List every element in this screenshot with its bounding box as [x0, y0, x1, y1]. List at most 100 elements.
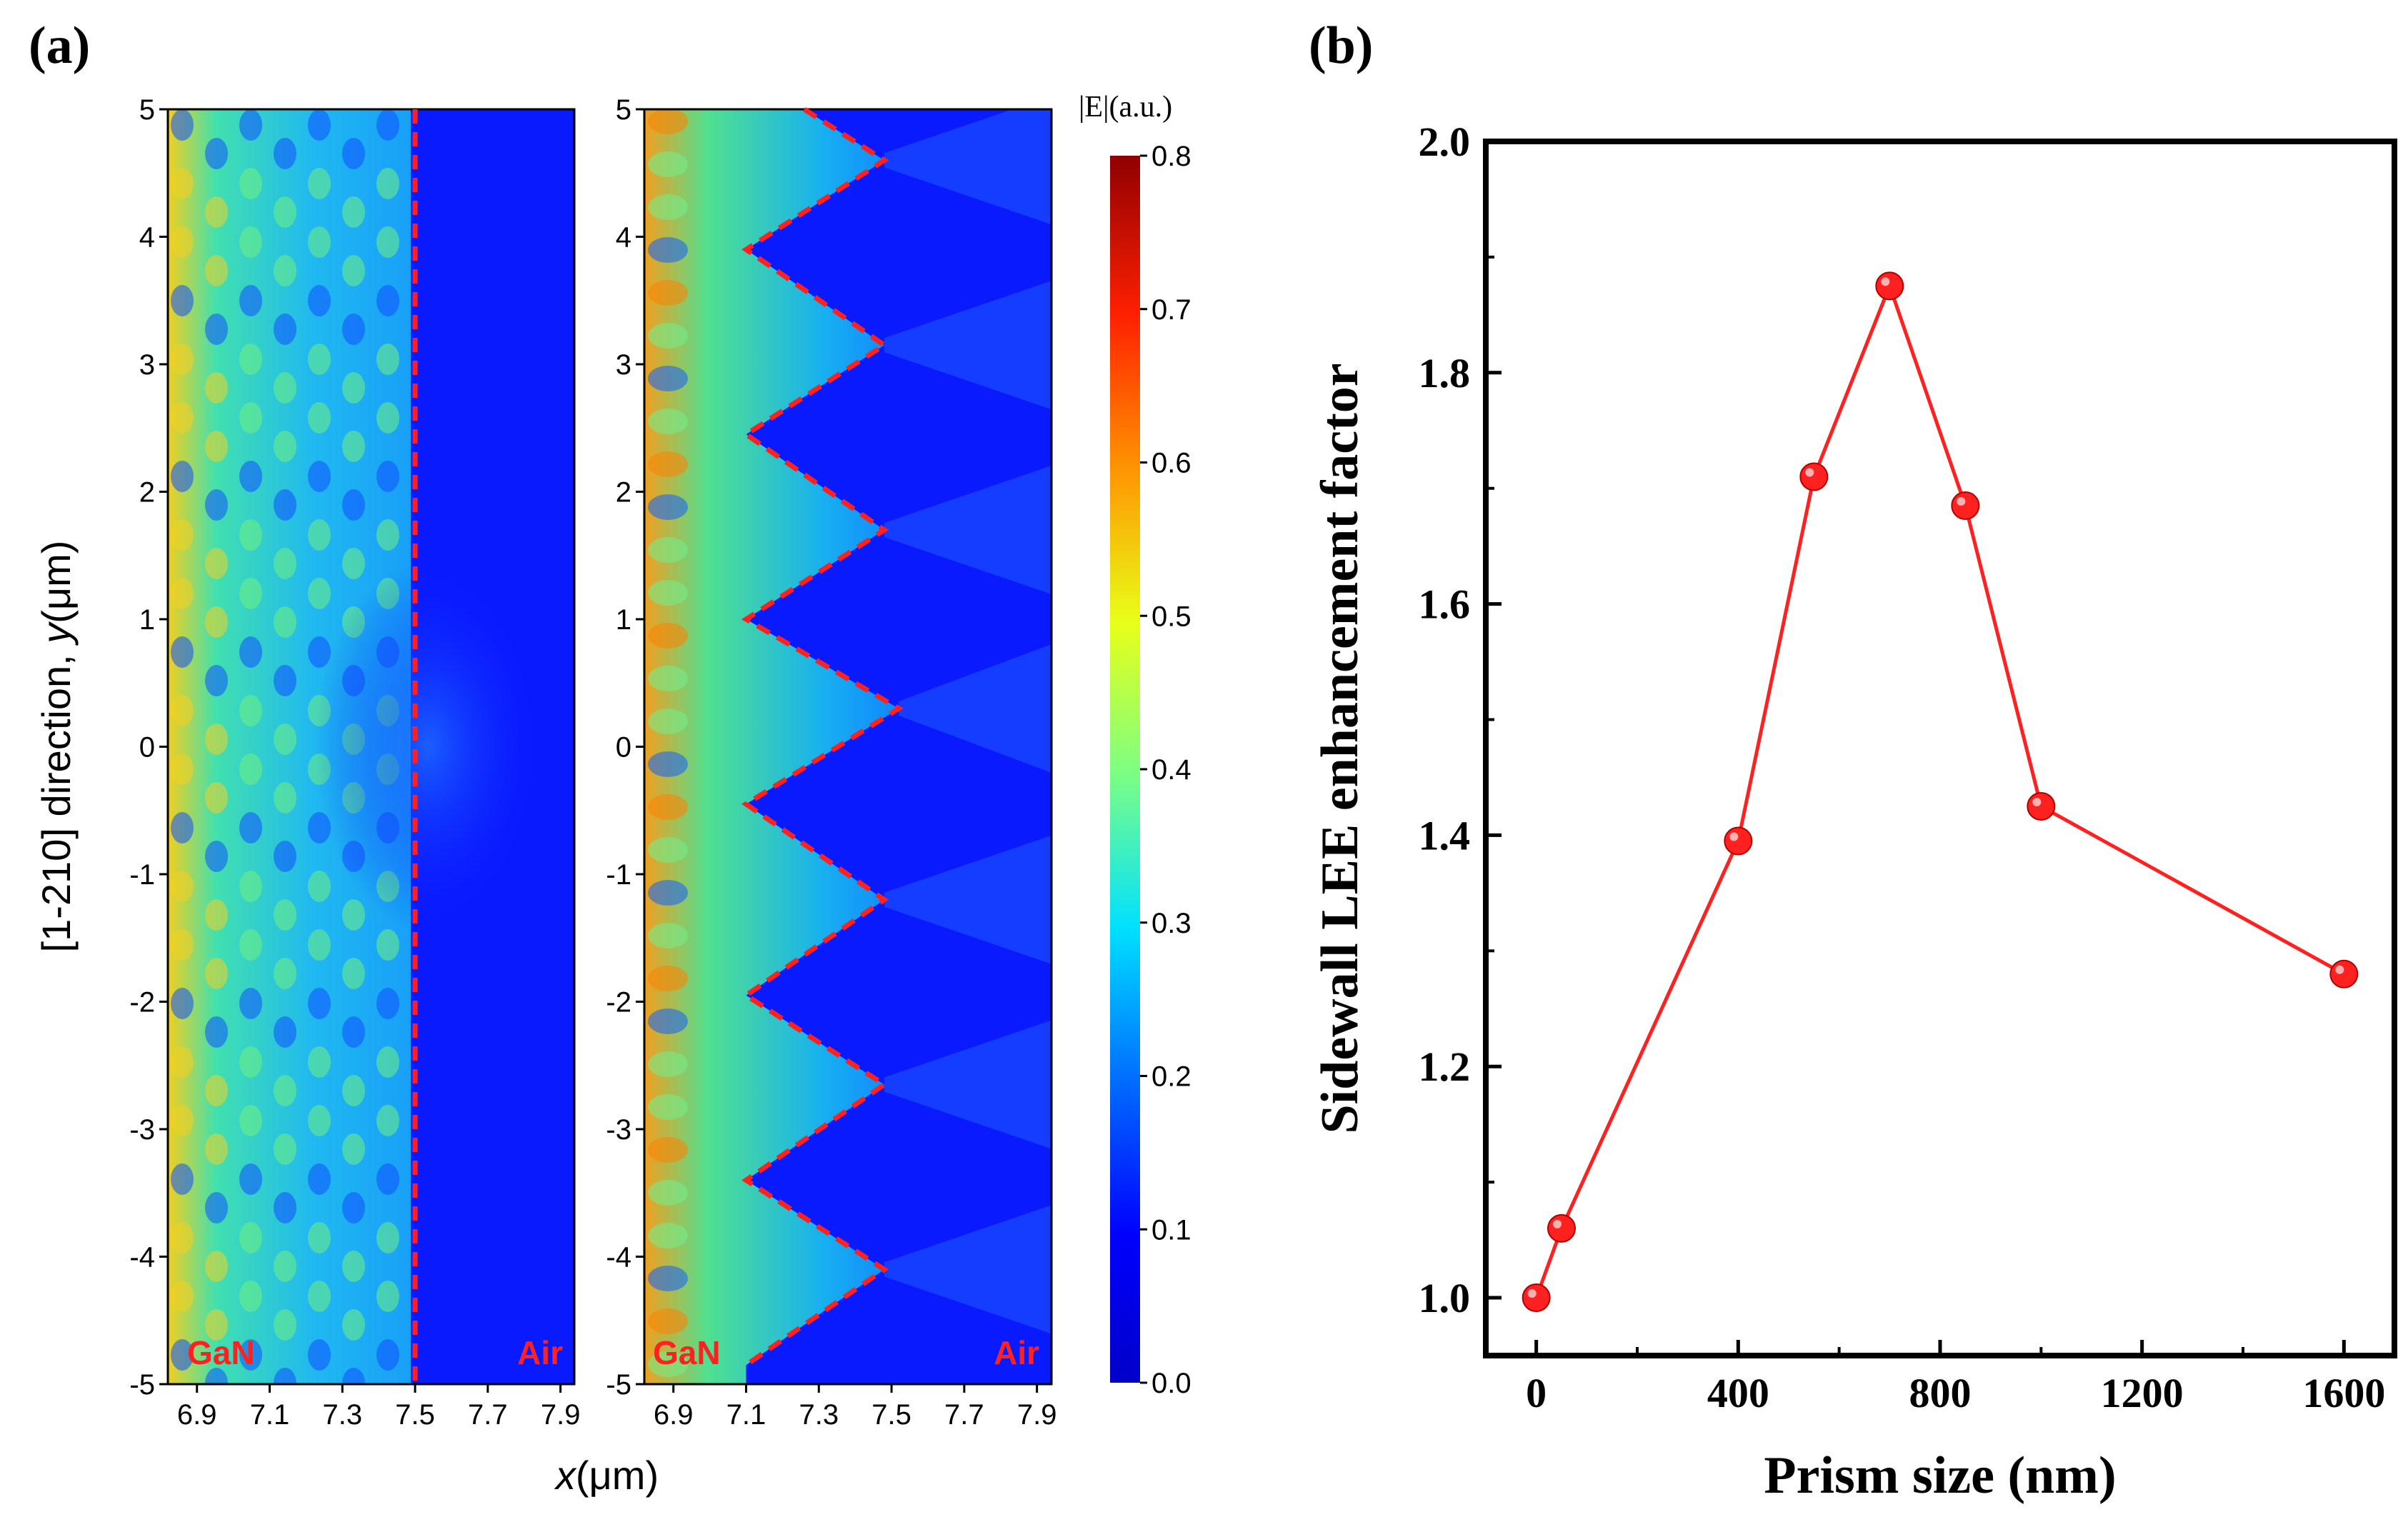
- y-tick-label: 3: [139, 349, 155, 381]
- band-spot: [205, 665, 228, 696]
- band-spot: [274, 724, 296, 755]
- band-spot: [239, 754, 262, 785]
- gan-label-left: GaN: [187, 1334, 255, 1371]
- y-tick-label: 1.4: [1419, 812, 1471, 858]
- y-tick-label: -2: [606, 987, 631, 1018]
- band-spot: [376, 1163, 399, 1195]
- y-tick-label: 1.2: [1419, 1043, 1471, 1090]
- band-spot: [308, 461, 331, 492]
- air-emission-glow: [314, 561, 543, 932]
- data-point-highlight: [1729, 832, 1739, 841]
- band-spot: [376, 519, 399, 551]
- band-spot: [308, 578, 331, 609]
- band-spot: [308, 988, 331, 1019]
- band-spot: [342, 1016, 365, 1048]
- data-point-highlight: [1527, 1289, 1537, 1298]
- band-spot: [648, 966, 688, 991]
- band-spot: [648, 151, 688, 177]
- colorbar: [1110, 156, 1140, 1383]
- band-spot: [376, 285, 399, 316]
- data-point: [2027, 791, 2056, 821]
- band-spot: [239, 226, 262, 258]
- band-spot: [308, 1281, 331, 1312]
- band-spot: [239, 636, 262, 668]
- colorbar-title: |E|(a.u.): [1079, 91, 1172, 124]
- band-spot: [239, 402, 262, 434]
- band-spot: [648, 237, 688, 263]
- data-point: [1724, 826, 1753, 856]
- band-spot: [342, 489, 365, 521]
- y-tick-label: -4: [129, 1242, 155, 1273]
- x-tick-label: 7.5: [395, 1399, 435, 1431]
- band-spot: [205, 548, 228, 579]
- band-spot: [171, 1046, 194, 1078]
- band-spot: [648, 580, 688, 606]
- band-spot: [648, 1008, 688, 1034]
- band-spot: [342, 314, 365, 345]
- y-axis-title: Sidewall LEE enhancement factor: [1311, 363, 1369, 1133]
- y-tick-label: -3: [606, 1114, 631, 1146]
- band-spot: [274, 1192, 296, 1223]
- band-spot: [171, 344, 194, 375]
- band-spot: [205, 138, 228, 169]
- band-spot: [308, 168, 331, 199]
- band-spot: [205, 724, 228, 755]
- colorbar-tick-label: 0.1: [1151, 1214, 1191, 1246]
- band-spot: [274, 548, 296, 579]
- heatmap-flat-sidewall: [168, 109, 574, 1384]
- x-tick-label: 7.1: [726, 1399, 766, 1431]
- band-spot: [171, 168, 194, 199]
- x-tick-label: 7.5: [871, 1399, 911, 1431]
- colorbar-tick-label: 0.4: [1151, 754, 1191, 786]
- band-spot: [648, 1180, 688, 1206]
- colorbar-tick-label: 0.5: [1151, 601, 1191, 632]
- band-spot: [171, 812, 194, 843]
- band-spot: [274, 1133, 296, 1165]
- band-spot: [648, 1223, 688, 1248]
- band-spot: [274, 372, 296, 404]
- data-point: [1951, 491, 1980, 520]
- band-spot: [648, 1051, 688, 1077]
- x-tick-label: 7.7: [944, 1399, 984, 1431]
- y-tick-label: 3: [616, 349, 631, 381]
- band-spot: [239, 344, 262, 375]
- band-spot: [171, 988, 194, 1019]
- band-spot: [205, 899, 228, 931]
- band-spot: [205, 372, 228, 404]
- band-spot: [342, 138, 365, 169]
- band-spot: [308, 1046, 331, 1078]
- band-spot: [274, 1309, 296, 1341]
- band-spot: [239, 285, 262, 316]
- x-tick-label: 7.9: [541, 1399, 581, 1431]
- x-tick-label: 800: [1909, 1370, 1972, 1416]
- band-spot: [648, 666, 688, 691]
- heatmap-x-axis-title: x(μm): [554, 1453, 659, 1498]
- air-label-left: Air: [517, 1334, 563, 1371]
- y-tick-label: -1: [606, 859, 631, 891]
- band-spot: [205, 606, 228, 638]
- x-tick-label: 6.9: [177, 1399, 217, 1431]
- gan-field-region: [644, 109, 899, 1384]
- interference-bands: [171, 109, 399, 1384]
- x-tick-label: 6.9: [654, 1399, 694, 1431]
- band-spot: [171, 871, 194, 902]
- band-spot: [342, 1368, 365, 1384]
- panel-a-label: (a): [29, 16, 90, 75]
- x-tick-label: 0: [1526, 1370, 1547, 1416]
- band-spot: [342, 431, 365, 462]
- band-spot: [274, 606, 296, 638]
- band-spot: [274, 489, 296, 521]
- band-spot: [308, 109, 331, 141]
- band-spot: [376, 109, 399, 141]
- band-spot: [171, 1105, 194, 1136]
- data-point-highlight: [1881, 277, 1890, 286]
- air-emission-rays: [884, 109, 1051, 1334]
- band-spot: [274, 138, 296, 169]
- y-tick-label: -5: [606, 1369, 631, 1401]
- band-spot: [376, 988, 399, 1019]
- band-spot: [648, 923, 688, 948]
- band-spot: [648, 880, 688, 906]
- band-spot: [171, 1281, 194, 1312]
- band-spot: [342, 958, 365, 989]
- band-spot: [648, 109, 688, 134]
